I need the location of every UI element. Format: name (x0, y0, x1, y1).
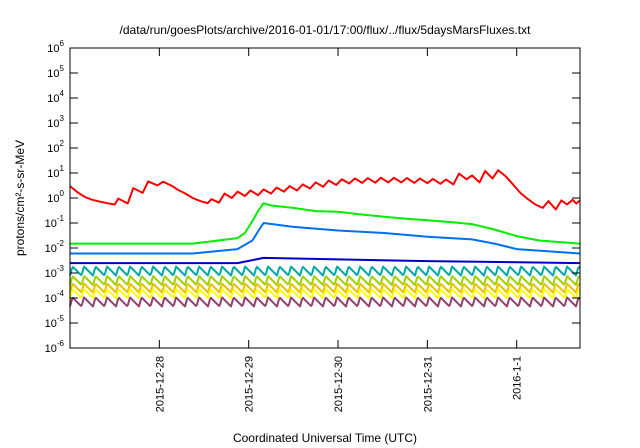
series-line-6 (69, 275, 581, 286)
y-tick-label: 103 (47, 114, 64, 130)
x-tick-label: 2015-12-31 (422, 356, 434, 412)
series-line-3 (70, 222, 581, 255)
y-tick-label: 10-6 (45, 339, 65, 355)
axis-ticks: 10-6 10-5 10-4 10-3 10-2 10-1 100 101 102 103 104 1… (45, 39, 580, 412)
x-tick-label: 2015-12-29 (244, 356, 256, 412)
series-line-8 (69, 288, 581, 300)
y-tick-label: 105 (47, 64, 64, 80)
series-line-7 (69, 282, 581, 294)
y-tick-label: 102 (47, 139, 64, 155)
chart-title: /data/run/goesPlots/archive/2016-01-01/1… (120, 23, 532, 37)
y-tick-label: 10-3 (45, 264, 65, 280)
y-tick-label: 106 (47, 39, 64, 55)
x-axis-title: Coordinated Universal Time (UTC) (233, 431, 417, 445)
plot-area (69, 169, 581, 308)
y-tick-label: 104 (47, 89, 64, 105)
series-line-5 (69, 265, 581, 277)
series-line-2 (70, 202, 581, 245)
series-line-4 (70, 256, 581, 265)
y-tick-label: 10-4 (45, 289, 65, 305)
y-tick-label: 100 (47, 189, 64, 205)
series-line-1 (69, 169, 581, 211)
y-tick-label: 101 (47, 164, 64, 180)
x-tick-label: 2016-1-1 (512, 356, 524, 400)
x-tick-label: 2015-12-30 (333, 356, 345, 412)
y-tick-label: 10-1 (45, 214, 65, 230)
x-tick-label: 2015-12-28 (154, 356, 166, 412)
y-axis-title: protons/cm²-s-sr-MeV (13, 140, 27, 256)
series-line-9 (69, 296, 581, 308)
y-tick-label: 10-5 (45, 314, 65, 330)
y-tick-label: 10-2 (45, 239, 65, 255)
